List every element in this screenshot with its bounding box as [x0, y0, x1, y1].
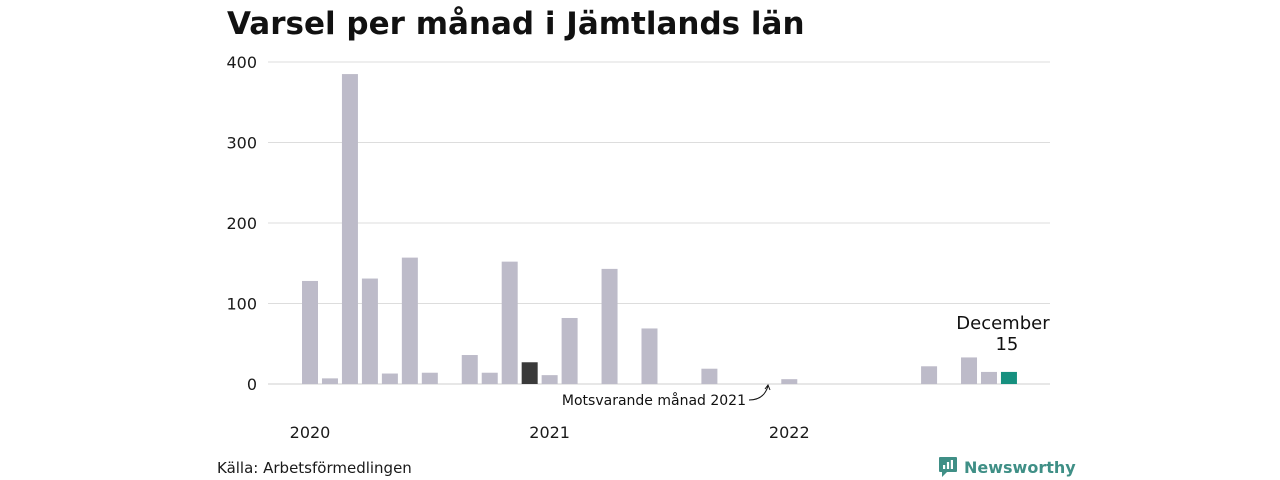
gridlines: [268, 61, 1050, 385]
bar-2022-01: [781, 379, 798, 384]
bar-2020-11: [501, 261, 518, 384]
bar-2022-10: [961, 357, 978, 384]
bar-2022-12: [1000, 371, 1017, 384]
bar-2020-07: [421, 372, 438, 384]
current-value-label: 15: [995, 334, 1018, 355]
bar-2020-06: [401, 257, 418, 384]
y-axis-ticks: 0 100 200 300 400: [226, 53, 257, 394]
annotations: December 15 Motsvarande månad 2021: [562, 313, 1050, 409]
y-tick-label: 300: [226, 134, 257, 153]
bar-2020-02: [321, 378, 338, 384]
y-tick-label: 0: [247, 375, 257, 394]
x-tick-label: 2020: [290, 423, 331, 442]
bar-2020-10: [481, 372, 498, 384]
chart-title: Varsel per månad i Jämtlands län: [227, 6, 805, 42]
y-tick-label: 400: [226, 53, 257, 72]
bar-2021-02: [561, 317, 578, 384]
current-month-label: December: [956, 313, 1050, 334]
bar-2022-11: [980, 371, 997, 384]
bar-2022-08: [921, 366, 938, 384]
previous-year-annotation: Motsvarande månad 2021: [562, 392, 746, 409]
y-tick-label: 100: [226, 295, 257, 314]
annotation-arrow: [748, 385, 769, 401]
annotation-arrowhead: [764, 383, 771, 391]
bar-2020-12: [521, 362, 538, 384]
bar-2020-09: [461, 355, 478, 384]
x-tick-label: 2021: [529, 423, 570, 442]
x-tick-label: 2022: [769, 423, 810, 442]
newsworthy-logo-icon: [939, 457, 957, 477]
bar-2021-09: [701, 368, 718, 384]
y-tick-label: 200: [226, 214, 257, 233]
bar-2020-01: [302, 280, 318, 384]
bar-2020-05: [381, 373, 398, 384]
brand-name: Newsworthy: [964, 457, 1076, 477]
bar-2021-06: [641, 328, 658, 384]
bar-2020-04: [361, 278, 378, 384]
bar-2020-03: [341, 74, 358, 384]
source-label: Källa: Arbetsförmedlingen: [217, 459, 412, 477]
brand-logo[interactable]: Newsworthy: [938, 456, 1076, 478]
bar-2021-04: [601, 268, 618, 384]
bar-2021-01: [541, 375, 558, 384]
x-axis-ticks: 2020 2021 2022: [290, 423, 810, 442]
bars: [302, 74, 1017, 384]
